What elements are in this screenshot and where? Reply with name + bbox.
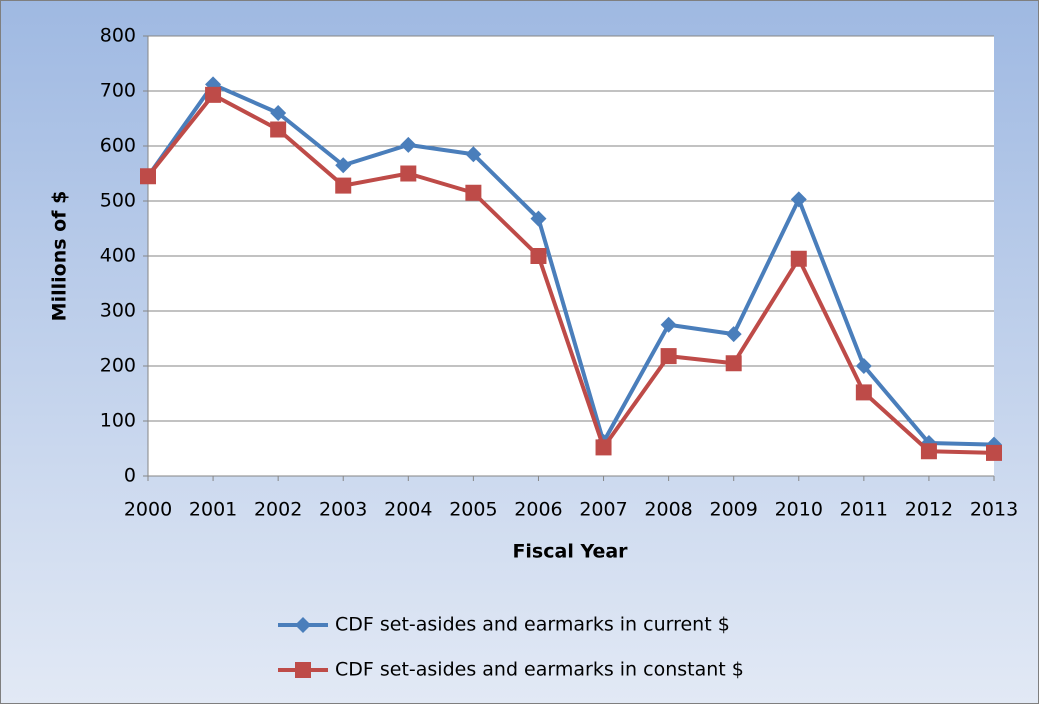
data-point bbox=[595, 439, 612, 456]
x-tick-label: 2004 bbox=[384, 499, 432, 521]
data-point bbox=[660, 348, 677, 365]
x-tick-label: 2008 bbox=[644, 499, 692, 521]
data-point bbox=[335, 157, 352, 174]
y-tick-label: 800 bbox=[100, 25, 136, 47]
x-tick-label: 2009 bbox=[710, 499, 758, 521]
x-tick-label: 2013 bbox=[970, 499, 1018, 521]
x-tick-label: 2010 bbox=[775, 499, 823, 521]
data-point bbox=[465, 184, 482, 201]
data-point bbox=[335, 177, 352, 194]
x-axis-title: Fiscal Year bbox=[512, 541, 628, 563]
data-point bbox=[530, 210, 547, 227]
series-line bbox=[146, 92, 995, 455]
y-tick-label: 700 bbox=[100, 80, 136, 102]
data-point bbox=[530, 248, 547, 264]
y-tick-label: 600 bbox=[100, 135, 136, 157]
data-point bbox=[270, 105, 287, 121]
data-point bbox=[855, 358, 872, 374]
x-tick-label: 2001 bbox=[189, 499, 237, 521]
y-axis-title: Millions of $ bbox=[49, 191, 71, 322]
y-tick-label: 100 bbox=[100, 410, 136, 432]
y-tick-label: 500 bbox=[100, 190, 136, 212]
legend-label: CDF set-asides and earmarks in constant … bbox=[335, 659, 744, 681]
data-point bbox=[790, 250, 807, 267]
legend-marker bbox=[295, 662, 311, 678]
x-tick-label: 2003 bbox=[319, 499, 367, 521]
data-point bbox=[855, 384, 872, 401]
data-point bbox=[725, 355, 742, 372]
x-tick-label: 2005 bbox=[449, 499, 497, 521]
y-tick-label: 0 bbox=[124, 465, 136, 487]
legend-marker bbox=[295, 617, 311, 633]
series-line bbox=[146, 82, 995, 447]
x-tick-label: 2012 bbox=[905, 499, 953, 521]
data-point bbox=[790, 191, 807, 208]
x-tick-label: 2007 bbox=[579, 499, 627, 521]
data-point bbox=[140, 168, 156, 185]
data-point bbox=[660, 316, 677, 333]
legend-label: CDF set-asides and earmarks in current $ bbox=[335, 614, 730, 636]
data-point bbox=[725, 326, 742, 343]
data-point bbox=[270, 121, 287, 138]
data-point bbox=[400, 136, 417, 153]
y-tick-label: 300 bbox=[100, 300, 136, 322]
y-tick-label: 200 bbox=[100, 355, 136, 377]
x-tick-label: 2000 bbox=[124, 499, 172, 521]
x-tick-label: 2011 bbox=[840, 499, 888, 521]
x-tick-label: 2002 bbox=[254, 499, 302, 521]
data-point bbox=[986, 444, 1002, 461]
data-point bbox=[205, 86, 222, 103]
x-tick-label: 2006 bbox=[514, 499, 562, 521]
data-point bbox=[465, 146, 482, 163]
y-tick-label: 400 bbox=[100, 245, 136, 267]
data-point bbox=[400, 165, 417, 182]
data-point bbox=[920, 443, 937, 460]
